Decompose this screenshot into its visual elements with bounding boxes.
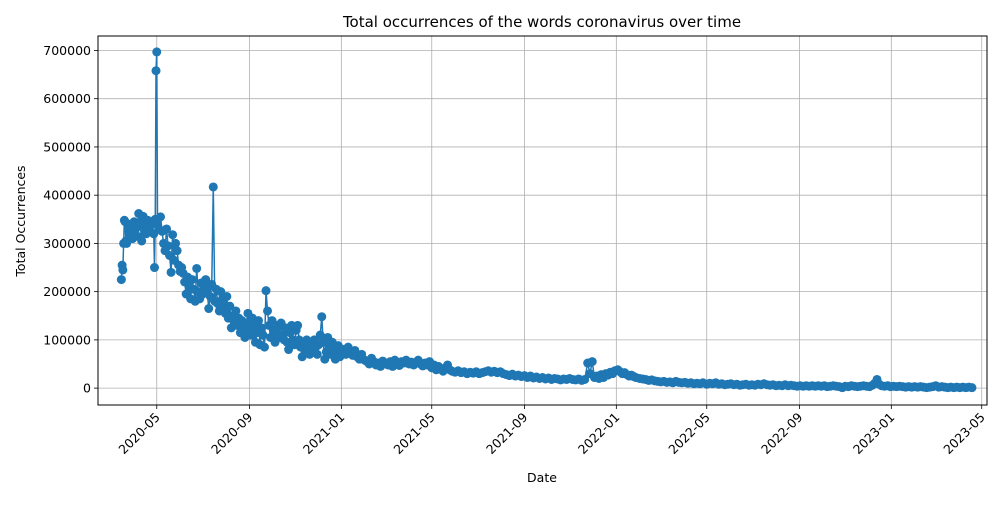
data-point [261, 286, 271, 296]
y-tick-label: 100000 [43, 332, 91, 347]
data-point [162, 224, 172, 234]
data-point [231, 306, 241, 316]
data-point [315, 330, 325, 340]
y-axis-label: Total Occurrences [13, 165, 28, 277]
data-point [267, 316, 277, 326]
data-point [241, 318, 251, 328]
y-tick-label: 600000 [43, 91, 91, 106]
data-point [151, 66, 161, 76]
data-point [284, 345, 294, 355]
data-point [587, 357, 597, 367]
data-point [204, 304, 214, 314]
data-point [152, 47, 162, 57]
data-point [225, 301, 235, 311]
chart-title: Total occurrences of the words coronavir… [342, 13, 741, 31]
data-point [156, 212, 166, 222]
data-point [297, 352, 307, 362]
data-point [312, 349, 322, 359]
data-point [201, 275, 211, 285]
data-point [216, 287, 226, 297]
y-tick-label: 400000 [43, 188, 91, 203]
data-point [258, 330, 268, 340]
data-point [168, 230, 178, 240]
data-point [187, 275, 197, 285]
y-tick-label: 500000 [43, 139, 91, 154]
data-point [208, 182, 218, 192]
data-point [150, 263, 159, 273]
data-point [293, 320, 303, 330]
data-point [222, 291, 232, 301]
data-point [256, 323, 266, 333]
y-tick-label: 200000 [43, 284, 91, 299]
data-point [580, 374, 590, 384]
plot-area-frame [97, 35, 988, 406]
data-point [172, 246, 182, 256]
data-point [166, 267, 176, 277]
series-occurrences [116, 47, 977, 393]
data-point [137, 236, 147, 246]
data-point [116, 275, 126, 285]
y-tick-label: 700000 [43, 43, 91, 58]
data-point [122, 238, 132, 248]
data-point [118, 265, 128, 275]
data-point [320, 354, 330, 364]
data-point [171, 238, 181, 248]
x-axis-label: Date [527, 470, 557, 485]
data-point [967, 383, 977, 393]
data-point [253, 316, 263, 326]
data-point [163, 241, 173, 251]
y-tick-label: 300000 [43, 236, 91, 251]
y-tick-label: 0 [83, 381, 91, 396]
data-point [260, 342, 269, 352]
data-point [192, 263, 202, 273]
data-point [317, 312, 327, 322]
data-point [263, 306, 273, 316]
y-axis: 0 100000 200000 300000 400000 500000 600000 700… [43, 43, 98, 396]
